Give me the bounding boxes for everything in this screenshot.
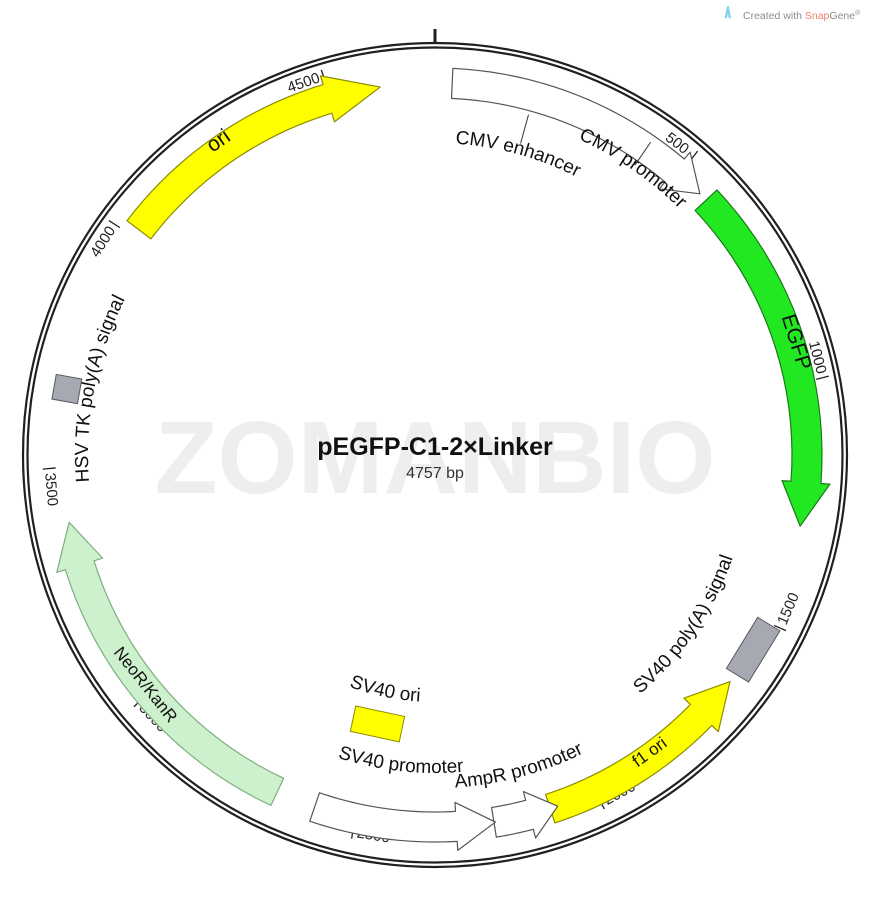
- svg-text:4757 bp: 4757 bp: [406, 465, 464, 482]
- svg-text:3500: 3500: [41, 472, 61, 507]
- svg-text:Created with SnapGene®: Created with SnapGene®: [743, 9, 861, 22]
- svg-text:pEGFP-C1-2×Linker: pEGFP-C1-2×Linker: [317, 433, 553, 461]
